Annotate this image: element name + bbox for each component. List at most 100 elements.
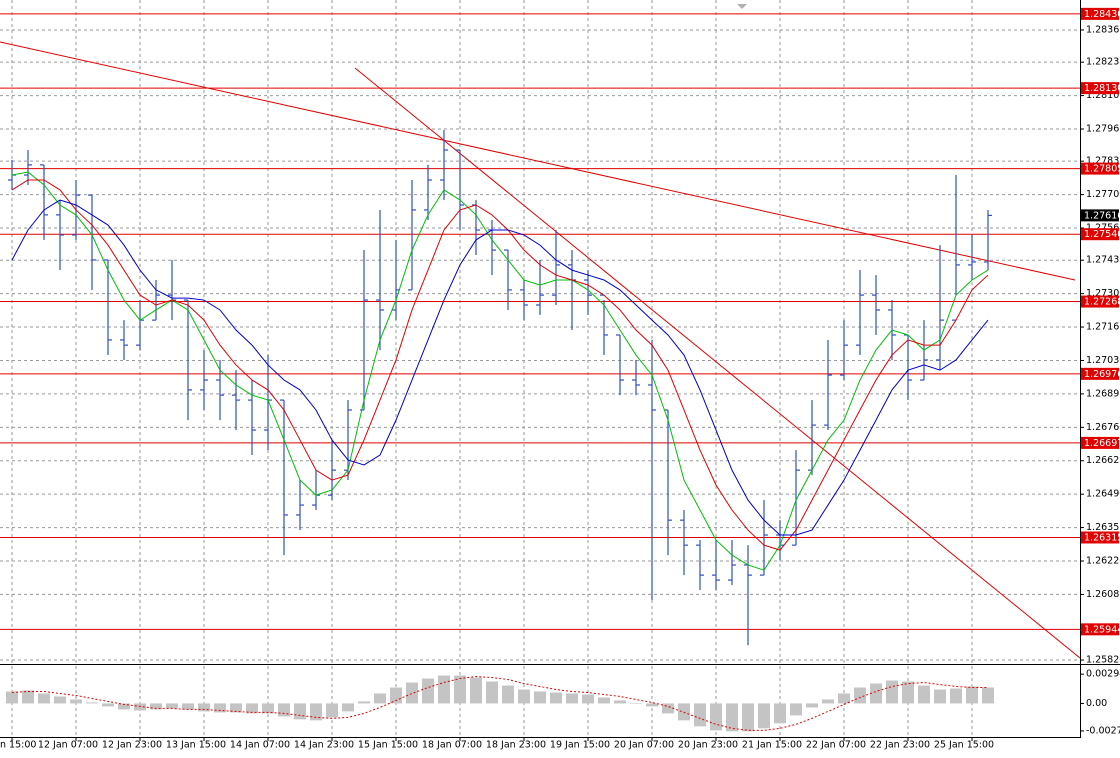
x-tick-label: 13 Jan 15:00 <box>166 740 226 751</box>
x-tick-label: 18 Jan 23:00 <box>486 740 546 751</box>
current-price-box <box>1081 209 1119 222</box>
x-tick-label: 20 Jan 07:00 <box>614 740 674 751</box>
level-label-box <box>1081 531 1119 544</box>
oscillator-bar <box>806 703 818 708</box>
moving-average <box>11 171 989 571</box>
oscillator-bar <box>742 703 754 732</box>
level-label: 1.26697 <box>1084 438 1120 449</box>
x-tick-label: 25 Jan 15:00 <box>934 740 994 751</box>
trendline-layer <box>0 41 1080 659</box>
oscillator-bar <box>598 697 610 704</box>
y-tick-label: 1.27030 <box>1086 355 1120 366</box>
oscillator-bar <box>550 692 562 704</box>
oscillator-bar <box>102 703 114 707</box>
y-tick-label: 1.26760 <box>1086 422 1120 433</box>
trend-line <box>354 67 1080 659</box>
oscillator-bar <box>566 693 578 704</box>
oscillator-bar <box>326 703 338 718</box>
moving-averages <box>11 171 989 571</box>
x-tick-label: 14 Jan 07:00 <box>230 740 290 751</box>
y-tick-label: 1.27700 <box>1086 189 1120 200</box>
oscillator-bar <box>70 699 82 704</box>
oscillator-bar <box>886 680 898 704</box>
oscillator-bar <box>726 703 738 732</box>
level-label-box <box>1081 7 1119 20</box>
oscillator-bar <box>86 702 98 704</box>
x-tick-label: 14 Jan 23:00 <box>294 740 354 751</box>
oscillator-bar <box>470 677 482 704</box>
oscillator-bar <box>870 683 882 704</box>
axis-layer: 1.28365 1.28235 1.28100 1.27965 1.27835 1.277… <box>0 7 1120 751</box>
oscillator <box>6 675 994 732</box>
shift-marker <box>737 4 747 9</box>
oscillator-bar <box>390 687 402 704</box>
y-tick-label: 1.27435 <box>1086 255 1120 266</box>
y-tick-label: 1.28365 <box>1086 24 1120 35</box>
y-tick-label: 0.00 <box>1086 698 1107 709</box>
oscillator-bar <box>214 703 226 713</box>
oscillator-bar <box>294 703 306 720</box>
oscillator-bar <box>934 689 946 704</box>
oscillator-bar <box>614 700 626 704</box>
oscillator-bar <box>950 688 962 704</box>
oscillator-bar <box>982 687 994 704</box>
y-tick-label: -0.00276 <box>1086 725 1120 736</box>
current-price-label: 1.27616 <box>1084 210 1120 221</box>
oscillator-bar <box>838 693 850 704</box>
oscillator-bar <box>406 682 418 704</box>
level-label-box <box>1081 367 1119 380</box>
x-tick-label: 20 Jan 23:00 <box>678 740 738 751</box>
moving-average <box>11 199 989 536</box>
x-tick-label: 19 Jan 15:00 <box>550 740 610 751</box>
oscillator-bar <box>822 699 834 704</box>
level-label-box <box>1081 162 1119 175</box>
level-label: 1.26976 <box>1084 369 1120 380</box>
y-tick-label: 1.27300 <box>1086 288 1120 299</box>
moving-average <box>11 179 989 551</box>
level-label-box <box>1081 623 1119 636</box>
oscillator-bar <box>918 685 930 704</box>
oscillator-bar <box>902 681 914 704</box>
oscillator-bar <box>710 703 722 731</box>
level-label: 1.27805 <box>1084 164 1120 175</box>
y-tick-label: 1.26085 <box>1086 589 1120 600</box>
level-label: 1.28430 <box>1084 9 1120 20</box>
x-tick-label: 15 Jan 15:00 <box>358 740 418 751</box>
trend-line <box>0 41 1076 281</box>
y-tick-label: 0.002941 <box>1086 669 1120 680</box>
oscillator-bar <box>54 696 66 704</box>
level-label: 1.26315 <box>1084 532 1120 543</box>
oscillator-bar <box>150 703 162 710</box>
grid-layer <box>0 0 1080 737</box>
oscillator-bar <box>630 703 642 704</box>
oscillator-bar <box>166 703 178 709</box>
oscillator-bar <box>966 686 978 704</box>
oscillator-bar <box>262 703 274 714</box>
y-tick-label: 1.26220 <box>1086 556 1120 567</box>
oscillator-bar <box>246 703 258 714</box>
oscillator-bar <box>518 689 530 704</box>
x-tick-label: 12 Jan 23:00 <box>102 740 162 751</box>
y-tick-label: 1.27835 <box>1086 156 1120 167</box>
level-label-box <box>1081 436 1119 449</box>
oscillator-bar <box>646 703 658 707</box>
level-label: 1.27540 <box>1084 229 1120 240</box>
x-tick-label: 21 Jan 15:00 <box>742 740 802 751</box>
level-label-box <box>1081 295 1119 308</box>
oscillator-bar <box>358 701 370 704</box>
oscillator-bar <box>694 703 706 727</box>
oscillator-bar <box>774 703 786 724</box>
x-tick-label: 12 Jan 07:00 <box>38 740 98 751</box>
oscillator-bar <box>278 703 290 717</box>
level-label-box <box>1081 228 1119 241</box>
y-tick-label: 1.27565 <box>1086 223 1120 234</box>
oscillator-bar <box>486 681 498 704</box>
oscillator-bar <box>758 703 770 729</box>
level-label-box <box>1081 82 1119 95</box>
oscillator-bar <box>310 703 322 721</box>
level-label: 1.27268 <box>1084 297 1120 308</box>
oscillator-bar <box>22 690 34 704</box>
oscillator-bar <box>6 691 18 704</box>
level-label: 1.25944 <box>1084 624 1120 635</box>
